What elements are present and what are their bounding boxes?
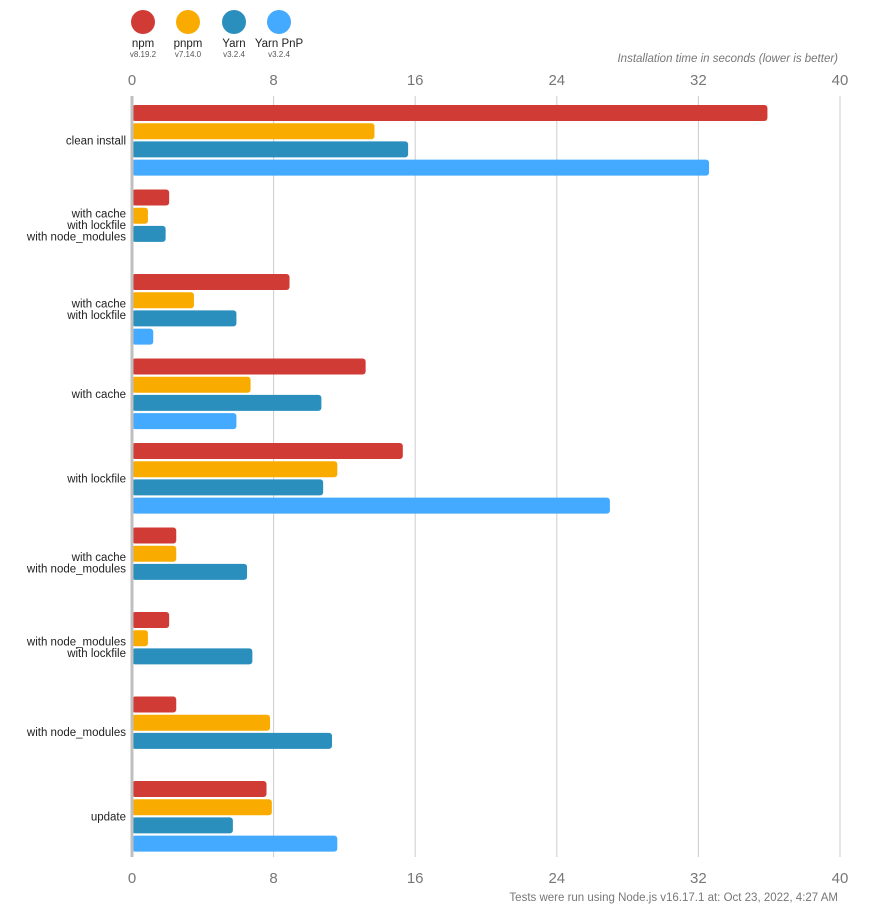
bar-yarn-pnp[interactable] xyxy=(132,497,610,514)
category-label: with node_modules xyxy=(26,637,126,649)
bar-pnpm[interactable] xyxy=(132,376,251,393)
legend-series-version: v7.14.0 xyxy=(175,50,202,59)
x-tick-label-bottom: 16 xyxy=(407,870,424,887)
bar-npm[interactable] xyxy=(132,781,267,797)
legend-swatch xyxy=(267,10,291,34)
bar-yarn[interactable] xyxy=(132,732,333,749)
category-label: with cache xyxy=(71,299,126,311)
bar-npm[interactable] xyxy=(132,443,403,459)
bar-yarn[interactable] xyxy=(132,310,237,327)
bar-yarn[interactable] xyxy=(132,648,253,665)
category-label: with cache xyxy=(71,208,126,220)
bar-npm[interactable] xyxy=(132,274,290,290)
x-tick-label-top: 40 xyxy=(832,72,849,89)
bar-yarn[interactable] xyxy=(132,141,409,158)
category-label: with lockfile xyxy=(66,473,126,485)
legend-swatch xyxy=(131,10,155,34)
bar-yarn-pnp[interactable] xyxy=(132,159,710,176)
x-tick-label-bottom: 32 xyxy=(690,870,707,887)
bar-yarn[interactable] xyxy=(132,479,324,496)
bar-pnpm[interactable] xyxy=(132,545,177,562)
bar-pnpm[interactable] xyxy=(132,461,338,478)
x-tick-label-top: 0 xyxy=(128,72,136,89)
legend-series-version: v3.2.4 xyxy=(268,50,290,59)
bar-pnpm[interactable] xyxy=(132,292,194,309)
x-axis-ticks-bottom: 0 8 16 24 32 40 xyxy=(128,870,849,887)
bar-npm[interactable] xyxy=(132,696,177,713)
legend-series-name: pnpm xyxy=(174,38,203,50)
x-tick-label-bottom: 0 xyxy=(128,870,136,887)
legend-series-name: npm xyxy=(132,38,154,50)
legend-series-name: Yarn PnP xyxy=(255,38,304,50)
bar-yarn[interactable] xyxy=(132,563,248,580)
axis-title: Installation time in seconds (lower is b… xyxy=(617,53,838,65)
category-label: with cache xyxy=(71,552,126,564)
x-tick-label-top: 8 xyxy=(269,72,277,89)
x-tick-label-bottom: 8 xyxy=(269,870,277,887)
bar-npm[interactable] xyxy=(132,358,366,375)
bar-pnpm[interactable] xyxy=(132,207,148,224)
x-tick-label-top: 32 xyxy=(690,72,707,89)
bar-yarn-pnp[interactable] xyxy=(132,835,338,852)
bar-yarn[interactable] xyxy=(132,394,322,411)
bar-npm[interactable] xyxy=(132,612,170,628)
category-label: update xyxy=(91,811,126,823)
footnote: Tests were run using Node.js v16.17.1 at… xyxy=(509,892,838,904)
legend-series-version: v3.2.4 xyxy=(223,50,245,59)
category-label: with node_modules xyxy=(26,727,126,739)
x-tick-label-top: 16 xyxy=(407,72,424,89)
x-tick-label-bottom: 40 xyxy=(832,870,849,887)
bar-npm[interactable] xyxy=(132,189,170,206)
bar-pnpm[interactable] xyxy=(132,799,272,816)
category-label: clean install xyxy=(66,135,126,147)
legend-series-version: v8.19.2 xyxy=(130,50,157,59)
x-tick-label-top: 24 xyxy=(548,72,565,89)
category-label: with lockfile xyxy=(66,310,126,322)
grid-lines xyxy=(273,96,841,857)
legend-series-name: Yarn xyxy=(222,38,245,50)
bar-yarn-pnp[interactable] xyxy=(132,413,237,430)
category-label: with cache xyxy=(71,389,126,401)
legend-swatch xyxy=(176,10,200,34)
bar-pnpm[interactable] xyxy=(132,123,375,140)
category-label: with lockfile xyxy=(66,648,126,660)
bar-yarn[interactable] xyxy=(132,817,233,834)
category-label: with node_modules xyxy=(26,231,126,243)
bar-pnpm[interactable] xyxy=(132,630,148,647)
bar-yarn-pnp[interactable] xyxy=(132,328,154,345)
x-tick-label-bottom: 24 xyxy=(548,870,565,887)
category-label: with node_modules xyxy=(26,564,126,576)
bar-pnpm[interactable] xyxy=(132,714,271,731)
category-label: with lockfile xyxy=(66,220,126,232)
bars xyxy=(132,105,768,852)
bar-npm[interactable] xyxy=(132,105,768,121)
bar-npm[interactable] xyxy=(132,527,177,544)
x-axis-ticks-top: 0 8 16 24 32 40 xyxy=(128,72,849,89)
bar-yarn[interactable] xyxy=(132,225,166,242)
legend-swatch xyxy=(222,10,246,34)
